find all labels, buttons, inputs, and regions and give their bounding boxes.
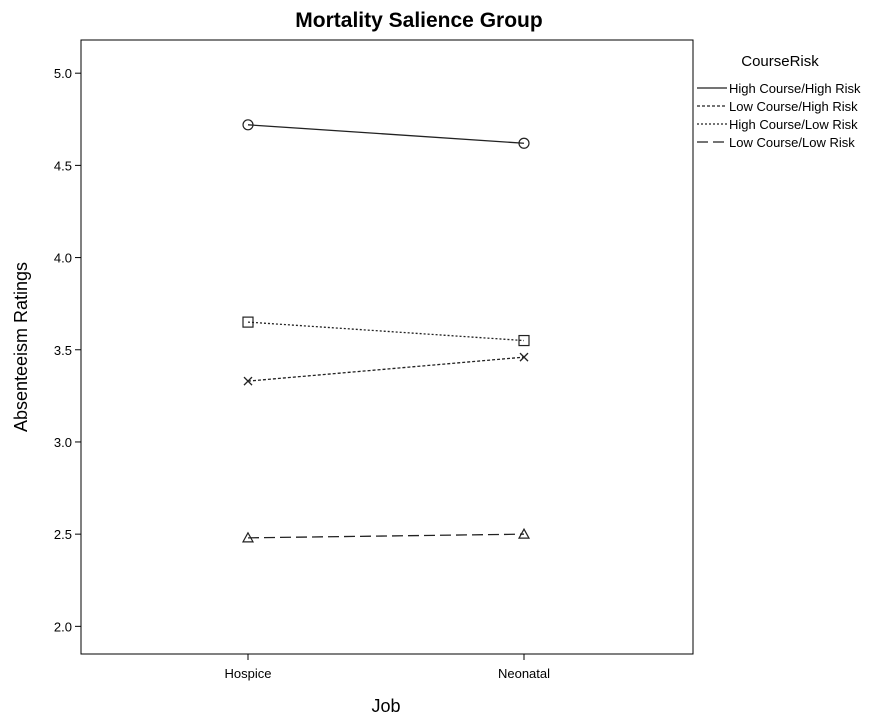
- y-tick-label: 3.0: [54, 435, 72, 450]
- legend-item-label: Low Course/High Risk: [729, 99, 858, 114]
- x-tick-label: Hospice: [225, 666, 272, 681]
- data-point: [242, 316, 254, 328]
- y-tick-label: 4.0: [54, 251, 72, 266]
- legend-item-label: High Course/Low Risk: [729, 117, 858, 132]
- chart-title: Mortality Salience Group: [295, 9, 542, 32]
- series-line: [247, 356, 525, 382]
- series-low-course-low-risk: [241, 527, 531, 543]
- y-axis-label: Absenteeism Ratings: [11, 262, 31, 432]
- y-axis: 2.0 2.5 3.0 3.5 4.0 4.5 5.0: [54, 66, 81, 634]
- legend-item-label: Low Course/Low Risk: [729, 135, 855, 150]
- data-point: [519, 352, 529, 362]
- data-point: [517, 527, 531, 539]
- data-point: [518, 137, 530, 149]
- legend: CourseRisk High Course/High Risk Low Cour…: [697, 53, 861, 150]
- legend-item-label: High Course/High Risk: [729, 81, 861, 96]
- x-tick-label: Neonatal: [498, 666, 550, 681]
- data-point: [241, 531, 255, 543]
- data-point: [243, 376, 253, 386]
- series-line: [247, 321, 525, 342]
- y-tick-label: 5.0: [54, 66, 72, 81]
- series-low-course-high-risk: [243, 352, 529, 386]
- series-line: [247, 533, 525, 539]
- y-tick-label: 2.0: [54, 619, 72, 634]
- data-point: [242, 119, 254, 131]
- series-line: [247, 124, 525, 144]
- x-axis: Hospice Neonatal: [225, 654, 550, 681]
- series-high-course-high-risk: [242, 119, 530, 149]
- y-tick-label: 2.5: [54, 527, 72, 542]
- series-group: [241, 119, 531, 543]
- data-point: [518, 334, 530, 347]
- series-high-course-low-risk: [242, 316, 530, 347]
- legend-title: CourseRisk: [741, 53, 819, 70]
- y-tick-label: 4.5: [54, 158, 72, 173]
- y-tick-label: 3.5: [54, 343, 72, 358]
- x-axis-label: Job: [371, 696, 400, 716]
- plot-frame: [80, 39, 694, 655]
